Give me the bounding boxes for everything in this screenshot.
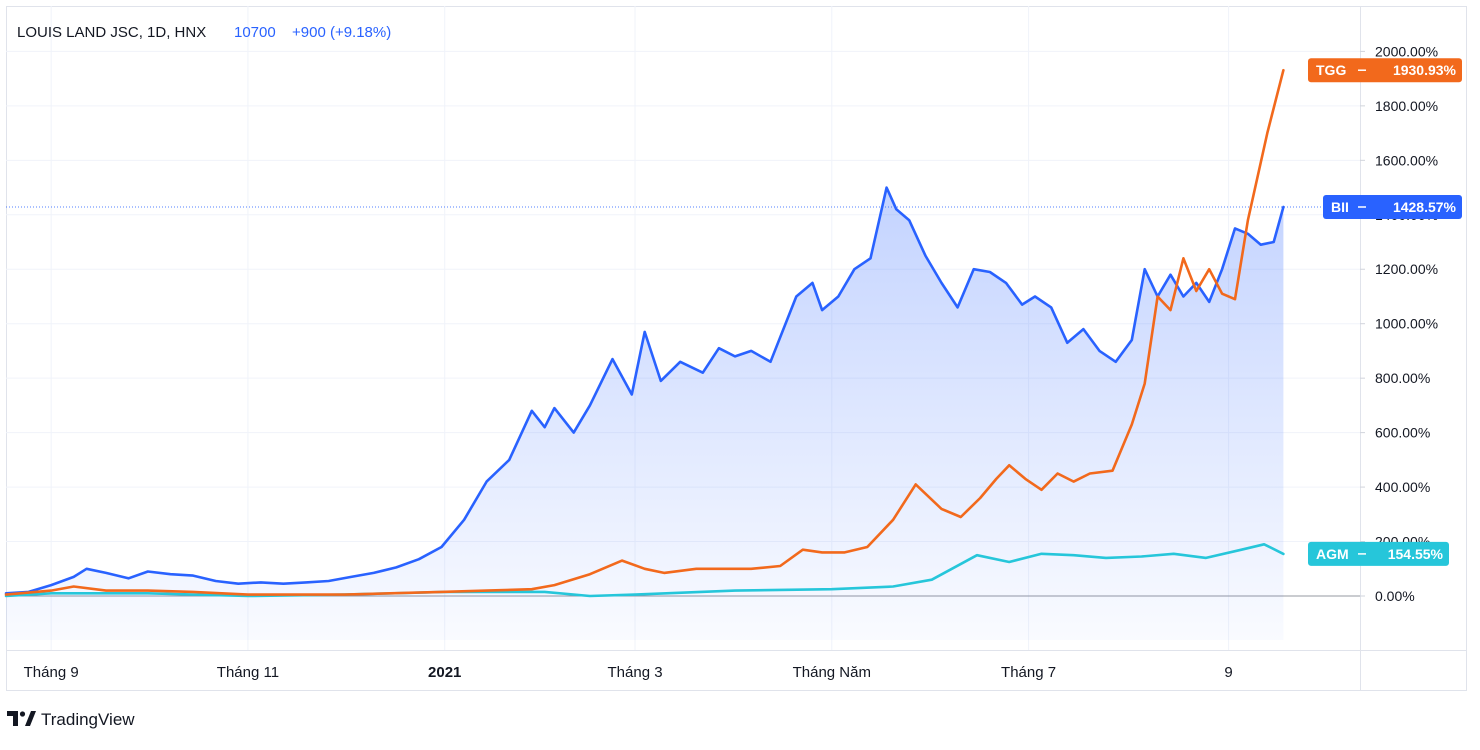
- tag-background-BII: [1323, 195, 1462, 220]
- y-tick-label-10: 2000.00%: [1375, 43, 1438, 59]
- x-tick-label-1: Tháng 11: [217, 664, 279, 681]
- series-line-TGG: [4, 68, 1285, 596]
- x-axis-ticks: Tháng 9 Tháng 11 2021 Tháng 3 Tháng Năm Tháng…: [24, 664, 1233, 681]
- y-tick-label-3: 600.00%: [1375, 425, 1430, 441]
- plot-border: [6, 6, 1467, 691]
- x-tick-label-4: Tháng Năm: [793, 664, 871, 681]
- tag-background-TGG: [1308, 58, 1462, 83]
- y-tick-label-2: 400.00%: [1375, 479, 1430, 495]
- chart-header: LOUIS LAND JSC, 1D, HNX 10700 +900 (+9.1…: [17, 24, 391, 41]
- tag-series-name-AGM: AGM: [1316, 546, 1349, 562]
- price-change: +900 (+9.18%): [292, 24, 391, 41]
- y-tick-label-5: 1000.00%: [1375, 316, 1438, 332]
- x-tick-label-3: Tháng 3: [608, 664, 663, 681]
- x-tick-label-0: Tháng 9: [24, 664, 79, 681]
- series-area-BII: [6, 187, 1284, 651]
- x-tick-label-5: Tháng 7: [1001, 664, 1056, 681]
- tradingview-logo-text: TradingView: [41, 710, 135, 729]
- tag-value-TGG: 1930.93%: [1393, 62, 1457, 78]
- series-layer: [4, 68, 1285, 651]
- last-value-tag-BII: BII 1428.57%: [1323, 195, 1462, 220]
- x-tick-label-6: 9: [1224, 664, 1232, 681]
- y-tick-label-9: 1800.00%: [1375, 98, 1438, 114]
- tradingview-logo-icon: [7, 711, 36, 726]
- tag-series-name-TGG: TGG: [1316, 62, 1346, 78]
- tag-value-BII: 1428.57%: [1393, 199, 1457, 215]
- symbol-title: LOUIS LAND JSC, 1D, HNX: [17, 24, 206, 41]
- y-tick-label-8: 1600.00%: [1375, 152, 1438, 168]
- y-tick-label-0: 0.00%: [1375, 588, 1415, 604]
- tag-series-name-BII: BII: [1331, 199, 1349, 215]
- series-line-BII: [4, 186, 1285, 595]
- last-price: 10700: [234, 24, 276, 41]
- y-tick-label-6: 1200.00%: [1375, 261, 1438, 277]
- last-value-tag-TGG: TGG 1930.93%: [1308, 58, 1462, 83]
- x-tick-label-2: 2021: [428, 664, 461, 681]
- tag-background-AGM: [1308, 541, 1449, 566]
- y-axis-ticks: 0.00%200.00%400.00%600.00%800.00%1000.00…: [1360, 43, 1438, 604]
- tag-value-AGM: 154.55%: [1388, 546, 1444, 562]
- tradingview-logo[interactable]: TradingView: [7, 710, 135, 729]
- last-value-tags: BII 1428.57% TGG 1930.93% AGM 154.55%: [1308, 58, 1462, 566]
- last-value-tag-AGM: AGM 154.55%: [1308, 541, 1449, 566]
- y-tick-label-4: 800.00%: [1375, 370, 1430, 386]
